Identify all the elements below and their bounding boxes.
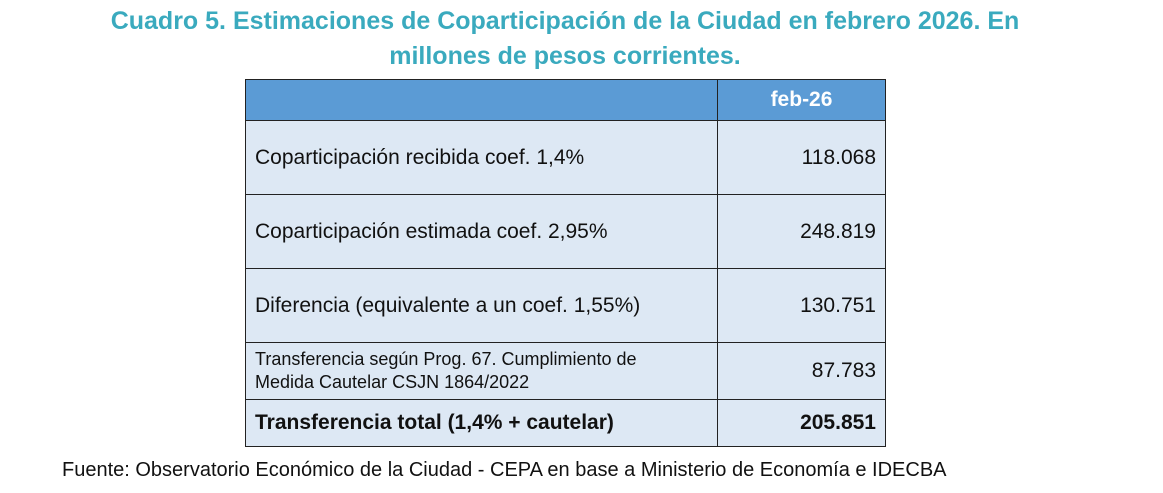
table-row: Coparticipación recibida coef. 1,4% 118.… bbox=[245, 120, 886, 195]
header-period-cell: feb-26 bbox=[717, 79, 886, 121]
row-label-line-2: Medida Cautelar CSJN 1864/2022 bbox=[255, 372, 530, 392]
title-line-1: Cuadro 5. Estimaciones de Coparticipació… bbox=[110, 7, 1020, 35]
total-value: 205.851 bbox=[717, 399, 886, 447]
row-label: Coparticipación estimada coef. 2,95% bbox=[245, 194, 718, 269]
row-value: 248.819 bbox=[717, 194, 886, 269]
total-label: Transferencia total (1,4% + cautelar) bbox=[245, 399, 718, 447]
row-value: 87.783 bbox=[717, 342, 886, 400]
table-row: Coparticipación estimada coef. 2,95% 248… bbox=[245, 194, 886, 269]
row-label: Diferencia (equivalente a un coef. 1,55%… bbox=[245, 268, 718, 343]
table-row: Diferencia (equivalente a un coef. 1,55%… bbox=[245, 268, 886, 343]
title-line-2: millones de pesos corrientes. bbox=[389, 42, 741, 70]
row-value: 130.751 bbox=[717, 268, 886, 343]
header-label-cell bbox=[245, 79, 718, 121]
coparticipation-table: feb-26 Coparticipación recibida coef. 1,… bbox=[245, 79, 886, 447]
table-row: Transferencia según Prog. 67. Cumplimien… bbox=[245, 342, 886, 400]
row-label: Coparticipación recibida coef. 1,4% bbox=[245, 120, 718, 195]
row-label: Transferencia según Prog. 67. Cumplimien… bbox=[245, 342, 718, 400]
table-title: Cuadro 5. Estimaciones de Coparticipació… bbox=[0, 4, 1130, 74]
row-value: 118.068 bbox=[717, 120, 886, 195]
row-label-line-1: Transferencia según Prog. 67. Cumplimien… bbox=[255, 349, 637, 369]
source-note: Fuente: Observatorio Económico de la Ciu… bbox=[62, 459, 947, 481]
header-row: feb-26 bbox=[245, 79, 886, 121]
total-row: Transferencia total (1,4% + cautelar) 20… bbox=[245, 399, 886, 447]
